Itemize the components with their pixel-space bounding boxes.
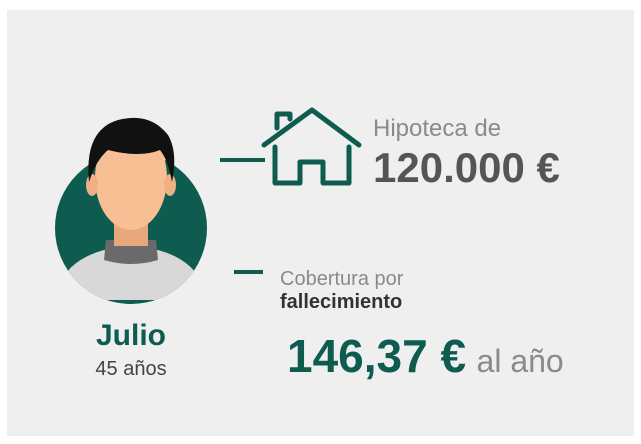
mortgage-amount: 120.000 € — [373, 144, 560, 191]
page: {"person": {"name": "Julio", "age": "45 … — [0, 0, 641, 444]
person-name: Julio — [96, 319, 166, 352]
infographic: Hipoteca de 120.000 € Cobertura por fall… — [0, 0, 641, 444]
coverage-period: al año — [477, 343, 564, 379]
coverage-label: Cobertura por — [280, 268, 404, 290]
coverage-type: fallecimiento — [280, 291, 402, 313]
coverage-price: 146,37 € — [287, 330, 466, 382]
person-age: 45 años — [95, 358, 166, 380]
mortgage-label: Hipoteca de — [373, 115, 501, 142]
